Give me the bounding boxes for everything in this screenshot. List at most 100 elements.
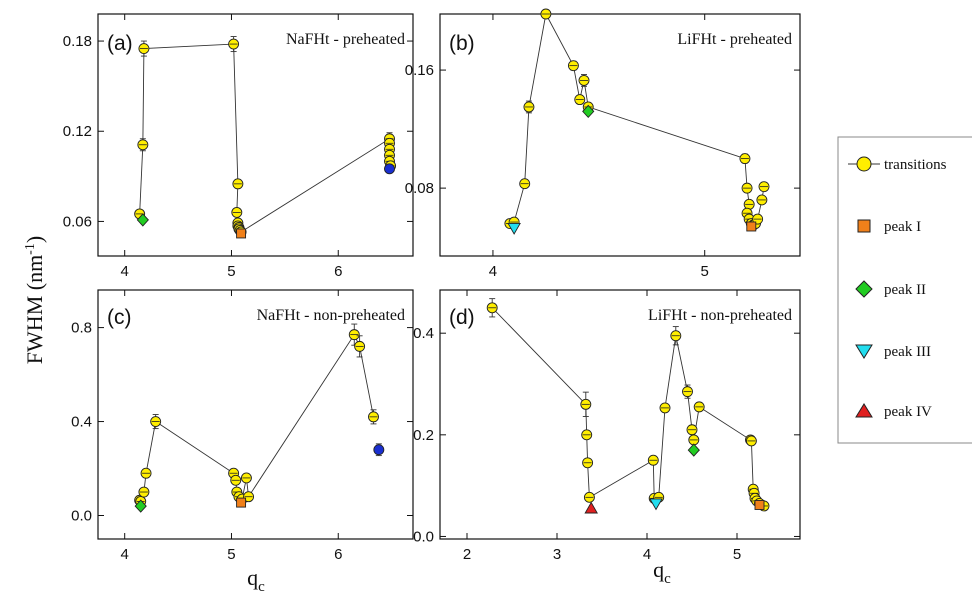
data-point [236,228,247,239]
series-blue [384,163,395,175]
panel-label: (a) [107,32,133,55]
series-transitions [134,323,379,507]
x-axis-label-right-main: q [653,557,664,582]
x-tick-label: 5 [227,263,235,280]
y-tick-label: 0.16 [405,62,434,79]
data-point [384,163,395,175]
legend-marker [856,156,872,172]
x-tick-label: 2 [463,546,471,563]
data-point [236,497,247,508]
y-tick-label: 0.08 [405,180,434,197]
data-point [754,500,765,510]
x-tick-label: 5 [701,263,709,280]
legend-marker [855,280,873,298]
data-point [584,501,598,514]
legend-label: peak I [884,219,921,235]
panel-b: 4 5 0.08 0.16 (b) LiFHt - preheated [405,8,801,280]
y-axis-label-main: FWHM (nm [22,255,47,364]
x-axis-label-left-main: q [247,565,258,590]
data-point [507,223,521,235]
panel-a: 4 5 6 0.06 0.12 0.18 (a) NaFHt - preheated [63,13,414,280]
x-tick-label: 4 [121,263,129,280]
x-tick-label: 4 [643,546,651,563]
data-point [373,444,385,456]
x-axis-label-left: qc [247,565,265,595]
legend-item-peak-ii: peak II [855,280,926,298]
data-point [582,104,595,119]
series-peak-iv [584,501,598,514]
legend: transitions peak I peak II peak III peak IV [837,136,972,444]
legend-marker [855,344,873,359]
plot-frame [97,289,414,540]
x-tick-label: 6 [334,546,342,563]
panel-title: NaFHt - non-preheated [257,307,405,324]
data-point [134,499,147,513]
series-blue [373,443,385,457]
series-transitions [134,36,397,238]
y-axis-label: FWHM (nm-1) [22,236,47,364]
x-tick-label: 3 [553,546,561,563]
y-tick-label: 0.0 [413,528,434,545]
y-tick-label: 0.4 [413,325,434,342]
series-peak-i [754,500,765,510]
data-point [687,443,700,457]
legend-marker [855,403,873,418]
panel-title: NaFHt - preheated [286,31,405,48]
y-tick-label: 0.2 [413,427,434,444]
series-peak-ii [582,104,595,119]
y-tick-label: 0.0 [71,508,92,525]
series-line [139,333,374,503]
legend-item-peak-iii: peak III [855,344,931,360]
x-axis-label-right: qc [653,557,671,587]
data-point [746,221,757,232]
y-tick-label: 0.12 [63,123,92,140]
series-line [139,43,390,233]
x-tick-label: 4 [121,546,129,563]
series-peak-ii [136,213,149,227]
series-line [491,307,765,507]
panel-title: LiFHt - preheated [677,31,792,48]
x-tick-label: 4 [489,263,497,280]
series-peak-iii [507,223,521,235]
legend-label: peak IV [884,404,932,420]
panel-c: 4 5 6 0.0 0.4 0.8 (c) NaFHt - non-preheated [71,289,414,563]
y-axis-label-close: ) [22,236,47,243]
legend-item-peak-iv: peak IV [855,403,932,420]
y-tick-label: 0.18 [63,33,92,50]
panel-label: (d) [449,306,475,329]
legend-item-transitions: transitions [848,156,947,173]
panel-label: (c) [107,306,132,329]
y-tick-label: 0.06 [63,213,92,230]
plot-frame [439,289,801,540]
x-axis-label-right-sub: c [664,571,671,587]
legend-marker [857,219,871,233]
series-transitions [504,8,770,231]
data-point [649,498,663,511]
y-axis-label-sup: -1 [23,243,38,255]
series-peak-i [746,221,757,232]
series-peak-ii [134,499,147,513]
series-peak-iii [649,498,663,511]
x-tick-label: 5 [733,546,741,563]
series-peak-i [236,497,247,508]
plot-frame [97,13,414,257]
panel-label: (b) [449,32,475,55]
legend-label: transitions [884,157,947,173]
legend-label: peak II [884,282,926,298]
y-tick-label: 0.8 [71,320,92,337]
data-point [136,213,149,227]
series-peak-ii [687,443,700,457]
x-axis-label-left-sub: c [258,579,265,595]
x-tick-label: 6 [334,263,342,280]
legend-label: peak III [884,344,931,360]
y-tick-label: 0.4 [71,414,92,431]
panel-title: LiFHt - non-preheated [648,307,792,324]
plot-frame [439,13,801,257]
series-peak-i [236,228,247,239]
x-tick-label: 5 [227,546,235,563]
panel-d: 2 3 4 5 0.0 0.2 0.4 (d) LiFHt - non-preheated [413,289,801,563]
series-transitions [486,298,770,512]
legend-item-peak-i: peak I [857,219,921,235]
